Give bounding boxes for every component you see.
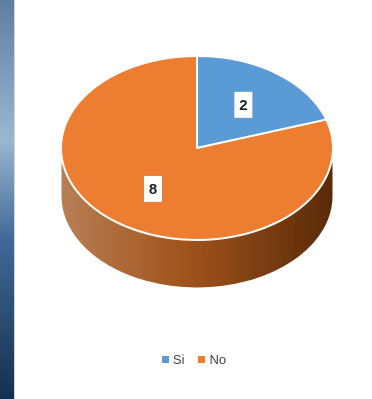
pie-slice-si[interactable] (196, 55, 328, 149)
legend-label-no: No (209, 352, 227, 367)
pie-slice-no[interactable] (60, 55, 334, 241)
legend-entry-no[interactable]: No (198, 352, 226, 367)
legend-swatch-no (198, 356, 206, 363)
data-label-no: 8 (144, 175, 163, 202)
legend-swatch-si (161, 356, 169, 363)
legend: Si No (15, 352, 372, 367)
pie-chart: 28 (60, 55, 334, 289)
legend-entry-si[interactable]: Si (161, 352, 185, 367)
data-label-si: 2 (234, 91, 253, 118)
data-label-text-no: 8 (149, 181, 157, 198)
data-label-text-si: 2 (239, 97, 247, 114)
legend-label-si: Si (172, 352, 185, 367)
